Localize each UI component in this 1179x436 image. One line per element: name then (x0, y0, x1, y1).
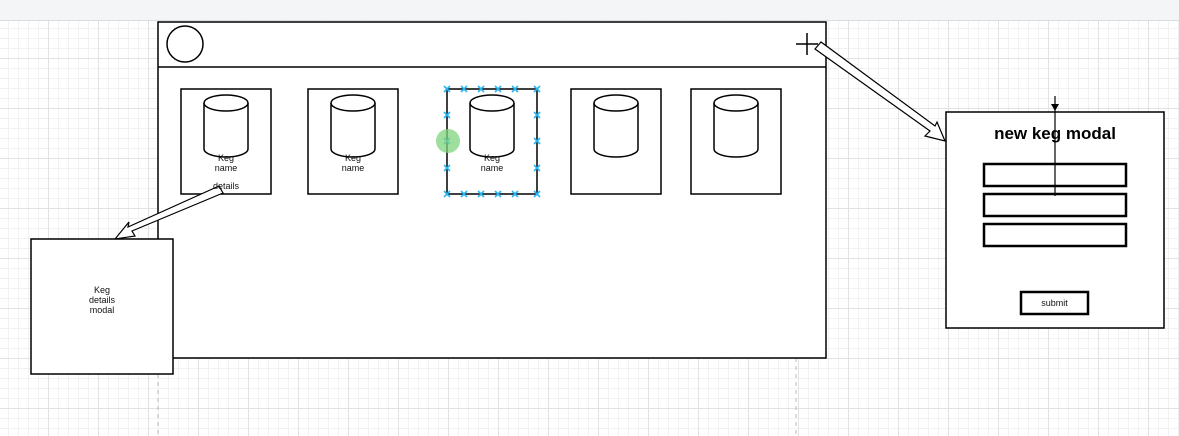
keg-cylinder-icon (203, 94, 249, 158)
resize-handle[interactable] (494, 85, 502, 93)
connector-arrow-down[interactable] (1051, 96, 1059, 196)
keg-card-4[interactable] (570, 88, 662, 195)
submit-button-shape[interactable] (1019, 290, 1090, 316)
arrow-to-details-modal[interactable] (113, 185, 224, 240)
connection-hover-dot[interactable] (436, 129, 460, 153)
keg-card-details-link[interactable]: details (212, 181, 239, 191)
new-keg-modal-title: new keg modal (994, 124, 1116, 143)
resize-handle[interactable] (533, 137, 541, 145)
selection-handles[interactable] (443, 85, 541, 198)
resize-handle[interactable] (460, 190, 468, 198)
new-keg-modal[interactable] (945, 96, 1165, 329)
resize-handle[interactable] (494, 190, 502, 198)
keg-cylinder-icon (593, 94, 639, 158)
keg-card-2[interactable] (307, 88, 399, 195)
avatar-circle-icon[interactable] (166, 25, 204, 63)
keg-card-label: Keg name (214, 153, 238, 173)
keg-card-3[interactable] (446, 88, 538, 195)
keg-cylinder-icon (469, 94, 515, 158)
resize-handle[interactable] (477, 85, 485, 93)
resize-handle[interactable] (460, 85, 468, 93)
resize-handle[interactable] (443, 190, 451, 198)
editor-toolbar-strip (0, 0, 1179, 21)
new-keg-input-2[interactable] (982, 192, 1128, 218)
keg-cylinder-icon (330, 94, 376, 158)
keg-card-list (180, 88, 782, 195)
keg-details-modal[interactable] (30, 238, 174, 375)
resize-handle[interactable] (533, 85, 541, 93)
keg-cylinder-icon (713, 94, 759, 158)
resize-handle[interactable] (533, 111, 541, 119)
resize-handle[interactable] (443, 85, 451, 93)
keg-card-label: Keg name (480, 153, 504, 173)
add-keg-plus-icon[interactable] (796, 33, 818, 55)
resize-handle[interactable] (477, 190, 485, 198)
resize-handle[interactable] (443, 164, 451, 172)
new-keg-input-3[interactable] (982, 222, 1128, 248)
keg-card-label: Keg name (341, 153, 365, 173)
submit-button[interactable]: submit (1041, 298, 1068, 308)
keg-card-1[interactable] (180, 88, 272, 195)
resize-handle[interactable] (511, 85, 519, 93)
resize-handle[interactable] (533, 164, 541, 172)
resize-handle[interactable] (533, 190, 541, 198)
keg-card-5[interactable] (690, 88, 782, 195)
resize-handle[interactable] (511, 190, 519, 198)
details-modal-label: Keg details modal (88, 285, 115, 315)
resize-handle[interactable] (443, 111, 451, 119)
arrow-to-new-keg-modal[interactable] (814, 41, 947, 142)
